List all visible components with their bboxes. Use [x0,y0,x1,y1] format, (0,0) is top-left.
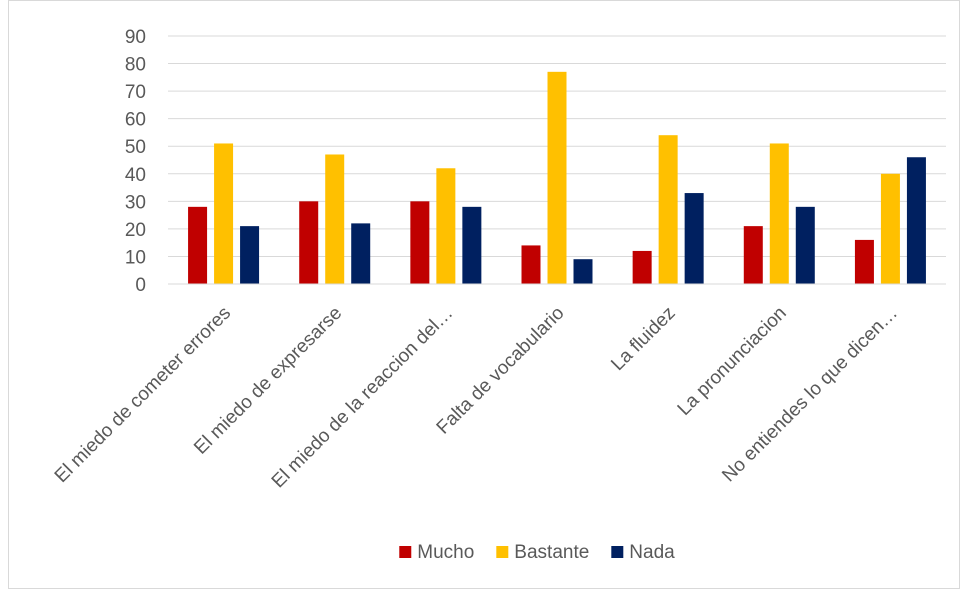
y-tick-label: 60 [125,110,146,131]
bar-nada [351,223,371,284]
bar-mucho [632,250,652,284]
bar-bastante [769,143,789,284]
y-tick-label: 30 [125,192,146,213]
legend-item-bastante: Bastante [496,542,589,563]
category-label: La fluidez [607,303,679,375]
legend: Mucho Bastante Nada [399,542,675,563]
bar-nada [462,206,482,284]
legend-swatch [611,546,624,558]
bar-bastante [880,173,900,284]
y-tick-label: 20 [125,220,146,241]
y-tick-label: 40 [125,165,146,186]
y-tick-label: 50 [125,137,146,158]
y-tick-label: 90 [125,27,146,48]
bars [188,71,926,284]
bar-mucho [743,226,763,284]
bar-nada [240,226,260,284]
bar-bastante [547,71,567,284]
legend-label: Bastante [514,542,589,563]
bar-mucho [854,239,874,284]
bar-mucho [188,206,208,284]
legend-label: Nada [629,542,675,563]
category-label: La pronunciacion [674,303,791,420]
bar-nada [573,259,593,284]
legend-item-nada: Nada [611,542,675,563]
y-tick-label: 80 [125,55,146,76]
bar-bastante [214,143,234,284]
bar-bastante [325,154,345,284]
y-axis-ticks: 0 10 20 30 40 50 60 70 80 90 [125,27,146,296]
bar-bastante [658,135,678,284]
legend-swatch [399,546,412,558]
category-label: Falta de vocabulario [433,303,569,439]
bar-nada [906,157,926,284]
bar-mucho [521,245,541,284]
bar-nada [684,193,704,284]
y-tick-label: 70 [125,82,146,103]
bar-mucho [410,201,430,284]
bar-bastante [436,168,456,284]
category-label: El miedo de la reaccion del… [268,303,458,493]
y-tick-label: 10 [125,247,146,268]
legend-swatch [496,546,509,558]
bar-nada [795,206,815,284]
category-label: El miedo de cometer errores [51,303,235,487]
category-label: No entiendes lo que dicen… [718,303,902,487]
chart-frame [8,0,960,589]
legend-label: Mucho [417,542,474,563]
bar-mucho [299,201,319,284]
legend-item-mucho: Mucho [399,542,474,563]
y-tick-label: 0 [135,275,146,296]
